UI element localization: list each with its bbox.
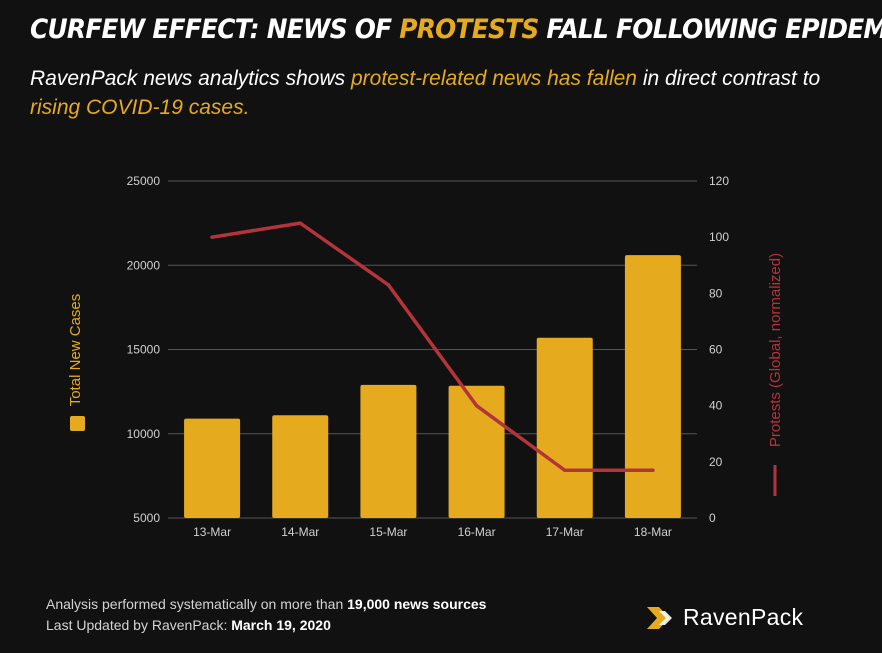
y-right-tick-label: 100 [709, 230, 729, 244]
x-tick-label: 15-Mar [369, 525, 407, 539]
bar [536, 337, 593, 518]
y-left-tick-label: 15000 [127, 343, 161, 357]
footer-sources-prefix: Analysis performed systematically on mor… [46, 596, 348, 612]
x-tick-label: 17-Mar [546, 525, 584, 539]
bar [360, 384, 417, 518]
chart-title: CURFEW EFFECT: NEWS OF PROTESTS FALL FOL… [30, 14, 882, 45]
footer-line-2: Last Updated by RavenPack: March 19, 202… [46, 615, 486, 636]
footer-updated-prefix: Last Updated by RavenPack: [46, 617, 232, 633]
line-point [298, 221, 303, 225]
logo-text: RavenPack [683, 604, 804, 630]
bar [448, 385, 505, 518]
x-tick-label: 16-Mar [458, 525, 496, 539]
ravenpack-logo-icon [647, 606, 672, 629]
y-right-tick-label: 60 [709, 343, 723, 357]
y-left-tick-label: 5000 [133, 511, 160, 525]
footer: Analysis performed systematically on mor… [46, 594, 486, 636]
footer-updated-date: March 19, 2020 [231, 617, 331, 633]
subtitle-highlight-2: rising COVID-19 cases. [30, 96, 250, 119]
title-prefix: CURFEW EFFECT: NEWS OF [30, 14, 400, 45]
y-left-tick-label: 10000 [127, 427, 161, 441]
legend-left-swatch [70, 416, 85, 431]
subtitle-part-2: in direct contrast to [636, 67, 821, 90]
line-point [651, 468, 655, 473]
legend-left-label: Total New Cases [67, 294, 84, 407]
footer-sources-count: 19,000 news sources [347, 596, 487, 612]
subtitle-part-1: RavenPack news analytics shows [30, 67, 351, 90]
y-right-tick-label: 20 [709, 455, 723, 469]
subtitle-highlight-1: protest-related news has fallen [350, 67, 637, 90]
line-point [386, 283, 391, 287]
title-highlight: PROTESTS [399, 14, 539, 45]
bar [184, 418, 241, 518]
x-tick-label: 13-Mar [193, 525, 231, 539]
bar [624, 255, 681, 518]
title-suffix: FALL FOLLOWING EPIDEMIC [538, 14, 882, 45]
y-right-tick-label: 120 [709, 174, 729, 188]
y-right-tick-label: 40 [709, 399, 723, 413]
combo-chart: 5000 10000 15000 20000 25000 0 20 40 60 80 100 120 1… [67, 174, 784, 539]
ravenpack-logo: RavenPack [645, 604, 803, 631]
y-right-tick-label: 80 [709, 286, 723, 300]
x-tick-label: 18-Mar [634, 525, 672, 539]
line-point [562, 468, 567, 473]
bar [272, 415, 329, 518]
chart-subtitle: RavenPack news analytics shows protest-r… [30, 64, 850, 122]
line-point [210, 235, 214, 239]
protests-line [211, 221, 653, 473]
line-point [474, 403, 479, 408]
legend-right-label: Protests (Global, normalized) [767, 253, 784, 447]
footer-line-1: Analysis performed systematically on mor… [46, 594, 486, 615]
x-tick-label: 14-Mar [281, 525, 319, 539]
y-right-tick-label: 0 [709, 511, 716, 525]
y-left-tick-label: 25000 [127, 174, 161, 188]
y-left-tick-label: 20000 [127, 258, 161, 272]
